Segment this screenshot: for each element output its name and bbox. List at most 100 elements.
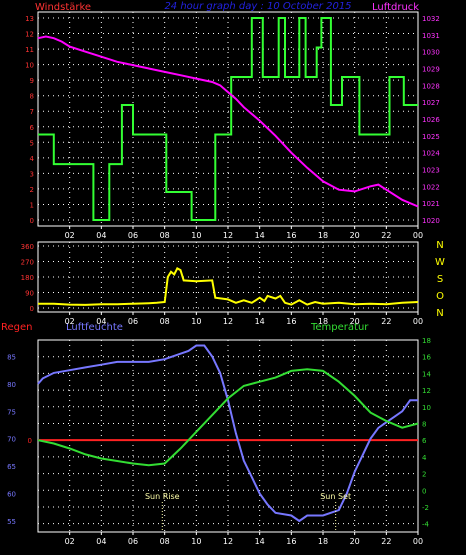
humidity-tick-label: 80: [7, 381, 16, 389]
wind-tick-label: 10: [25, 62, 34, 70]
pressure-tick-label: 1026: [422, 116, 440, 124]
humidity-tick-label: 60: [7, 491, 16, 499]
wind-tick-label: 9: [30, 77, 34, 85]
sun-marker-label: Sun Set: [320, 492, 351, 501]
temperature-tick-label: 6: [422, 437, 427, 445]
humidity-tick-label: 70: [7, 436, 16, 444]
x-tick-label: 08: [160, 317, 170, 326]
x-tick-label: 16: [286, 231, 296, 240]
x-tick-label: 00: [413, 317, 423, 326]
x-tick-label: 04: [96, 537, 106, 546]
wind-tick-label: 12: [25, 31, 34, 39]
x-tick-label: 02: [65, 231, 75, 240]
x-tick-label: 10: [191, 317, 201, 326]
pressure-tick-label: 1027: [422, 99, 440, 107]
x-tick-label: 20: [350, 231, 360, 240]
wind-series-line: [38, 17, 418, 221]
plots-group: 02 04 06 08 10 12 14 16 18 20 22 000123456789101112…: [7, 11, 440, 546]
temperature-tick-label: 10: [422, 404, 431, 412]
x-tick-label: 12: [223, 231, 233, 240]
wind-tick-label: 6: [30, 124, 35, 132]
temperature-tick-label: 8: [422, 420, 426, 428]
x-tick-label: 10: [191, 537, 201, 546]
temperature-tick-label: 16: [422, 354, 431, 362]
x-tick-label: 14: [255, 317, 265, 326]
pressure-tick-label: 1031: [422, 32, 440, 40]
temperature-tick-label: 18: [422, 337, 431, 345]
temperature-tick-label: -4: [422, 521, 430, 529]
x-tick-label: 06: [128, 537, 138, 546]
pressure-tick-label: 1025: [422, 133, 440, 141]
x-tick-label: 20: [350, 317, 360, 326]
direction-label-n: N: [436, 308, 443, 319]
wind-tick-label: 0: [30, 217, 34, 225]
direction-label-o: O: [436, 291, 444, 302]
wind-tick-label: 2: [30, 186, 34, 194]
x-tick-label: 12: [223, 317, 233, 326]
humidity-tick-label: 55: [7, 518, 16, 526]
x-tick-label: 16: [286, 317, 296, 326]
x-tick-label: 22: [381, 317, 391, 326]
x-tick-label: 22: [381, 231, 391, 240]
x-tick-label: 04: [96, 317, 106, 326]
direction-series-line: [38, 267, 419, 306]
humidity-tick-label: 65: [7, 463, 16, 471]
humidity-tick-label: 85: [7, 353, 16, 361]
wind-tick-label: 4: [30, 155, 35, 163]
x-tick-label: 14: [255, 537, 265, 546]
x-tick-label: 12: [223, 537, 233, 546]
humidity-series-line: [37, 344, 418, 523]
x-tick-label: 22: [381, 537, 391, 546]
pressure-tick-label: 1030: [422, 49, 440, 57]
x-tick-label: 02: [65, 537, 75, 546]
direction-tick-label: 180: [21, 274, 34, 282]
direction-tick-label: 90: [25, 290, 34, 298]
wind-tick-label: 3: [30, 170, 34, 178]
wind-tick-label: 13: [25, 15, 34, 23]
chart-title: 24 hour graph day : 10 October 2015: [164, 1, 351, 12]
x-tick-label: 18: [318, 317, 328, 326]
direction-label-w: W: [435, 257, 445, 268]
temperature-tick-label: 12: [422, 387, 431, 395]
x-tick-label: 16: [286, 537, 296, 546]
rain-tick-label: 0: [28, 437, 32, 445]
humidity-tick-label: 75: [7, 408, 16, 416]
x-tick-label: 10: [191, 231, 201, 240]
panel-frame-1: [37, 11, 419, 227]
x-tick-label: 18: [318, 231, 328, 240]
direction-label-s: S: [437, 274, 443, 285]
pressure-tick-label: 1020: [422, 217, 440, 225]
temperature-tick-label: 2: [422, 471, 426, 479]
pressure-tick-label: 1023: [422, 167, 440, 175]
pressure-tick-label: 1028: [422, 82, 440, 90]
x-tick-label: 04: [96, 231, 106, 240]
temperature-tick-label: 0: [422, 487, 426, 495]
direction-tick-label: 0: [30, 305, 34, 313]
temperature-axis-label: Temperatur: [310, 322, 369, 333]
x-tick-label: 14: [255, 231, 265, 240]
direction-tick-label: 270: [21, 259, 34, 267]
wind-tick-label: 8: [30, 93, 34, 101]
wind-tick-label: 7: [30, 108, 34, 116]
rain-axis-label: Regen: [1, 322, 33, 333]
direction-label-n: N: [436, 240, 443, 251]
temperature-tick-label: 14: [422, 370, 431, 378]
temperature-tick-label: 4: [422, 454, 427, 462]
pressure-tick-label: 1021: [422, 200, 440, 208]
direction-tick-label: 360: [21, 243, 34, 251]
x-tick-label: 00: [413, 537, 423, 546]
temperature-tick-label: -2: [422, 504, 429, 512]
x-tick-label: 00: [413, 231, 423, 240]
pressure-tick-label: 1022: [422, 183, 440, 191]
pressure-series-line: [37, 35, 419, 208]
wind-tick-label: 11: [25, 46, 34, 54]
x-tick-label: 06: [128, 231, 138, 240]
x-tick-label: 02: [65, 317, 75, 326]
x-tick-label: 08: [160, 231, 170, 240]
sun-marker-label: Sun Rise: [145, 492, 180, 501]
pressure-axis-label: Luftdruck: [372, 2, 419, 13]
x-tick-label: 08: [160, 537, 170, 546]
